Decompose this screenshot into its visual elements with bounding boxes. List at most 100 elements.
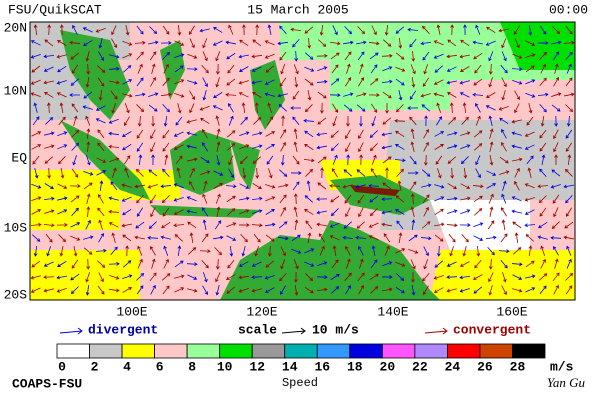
wind-arrow [135,92,146,97]
wind-arrow [147,235,159,240]
wind-arrow [423,129,429,139]
wind-arrow [199,105,210,111]
wind-arrow [186,209,197,214]
wind-arrow [407,171,419,175]
wind-arrow [332,103,339,113]
wind-arrow [434,131,445,137]
wind-arrow [357,272,365,282]
wind-arrow [86,258,91,270]
wind-arrow [407,27,419,32]
colorbar-swatch [121,343,155,359]
wind-arrow [252,156,262,164]
wind-arrow [422,272,430,282]
wind-arrow [370,259,378,269]
wind-arrow [565,285,573,295]
wind-arrow [437,168,442,179]
wind-arrow [320,167,324,179]
wind-arrow [278,183,289,188]
wind-arrow [238,80,249,85]
wind-arrow [97,77,105,87]
wind-arrow [228,168,234,179]
wind-arrow [290,171,302,175]
wind-arrow [473,235,484,241]
wind-arrow [487,247,495,256]
wind-arrow [98,38,103,49]
wind-arrow [151,258,156,269]
wind-arrow [58,234,67,243]
wind-arrow [201,259,209,269]
wind-arrow [215,115,220,126]
convergent-arrow-head [442,327,448,335]
wind-arrow [488,51,494,62]
colorbar-tick-label: 28 [510,359,526,374]
wind-arrow [71,168,79,178]
wind-arrow [43,288,54,293]
wind-arrow [513,25,521,35]
land [170,130,235,195]
wind-arrow [227,143,236,151]
colorbar-swatch [512,343,546,359]
wind-arrow [540,258,546,269]
wind-arrow [213,170,224,176]
wind-arrow [410,193,415,205]
wind-arrow [265,184,276,189]
wind-arrow [423,64,428,75]
wind-arrow [69,40,81,45]
wind-arrow [474,259,482,269]
wind-arrow [226,235,237,241]
wind-arrow [446,80,457,85]
wind-arrow [512,247,522,255]
colorbar-tick-label: 0 [58,359,66,374]
wind-arrow [225,274,236,280]
wind-arrow [264,79,275,85]
wind-arrow [97,260,106,268]
wind-arrow [502,180,507,191]
wind-arrow [173,131,184,137]
wind-arrow [331,64,339,74]
wind-arrow [122,143,132,151]
wind-arrow [381,197,393,202]
wind-arrow [188,247,197,255]
wind-arrow [410,259,416,270]
wind-arrow [343,40,354,45]
wind-arrow [186,262,198,267]
wind-arrow [421,104,431,112]
wind-arrow [264,275,275,280]
land [60,120,150,200]
wind-arrow [448,117,457,125]
wind-arrow [189,90,195,100]
wind-arrow [30,92,41,98]
wind-arrow [472,40,483,45]
wind-arrow [540,245,546,256]
wind-arrow [201,142,209,152]
wind-arrow [501,90,506,101]
wind-arrow [449,102,454,114]
wind-arrow [280,259,286,270]
wind-arrow [186,131,197,136]
wind-arrow [98,51,104,61]
wind-arrow [108,261,120,266]
wind-arrow [486,92,496,98]
wind-arrow [292,181,300,191]
wind-arrow [97,142,105,152]
wind-arrow [488,63,493,75]
wind-arrow [553,246,559,256]
wind-arrow [473,78,483,86]
wind-arrow [136,77,144,87]
wind-arrow [95,248,107,253]
wind-arrow [537,235,548,240]
wind-arrow [526,155,534,165]
wind-arrow [72,155,77,166]
wind-arrow [30,40,41,46]
wind-arrow [436,102,442,113]
wind-arrow [316,210,327,215]
wind-arrow [524,183,535,189]
speed-patch [430,250,575,300]
wind-arrow [446,288,457,293]
wind-arrow [423,141,429,152]
wind-arrow [60,168,65,179]
wind-arrow [303,158,315,163]
wind-arrow [238,288,249,293]
wind-arrow [108,196,119,201]
wind-arrow [434,260,444,268]
